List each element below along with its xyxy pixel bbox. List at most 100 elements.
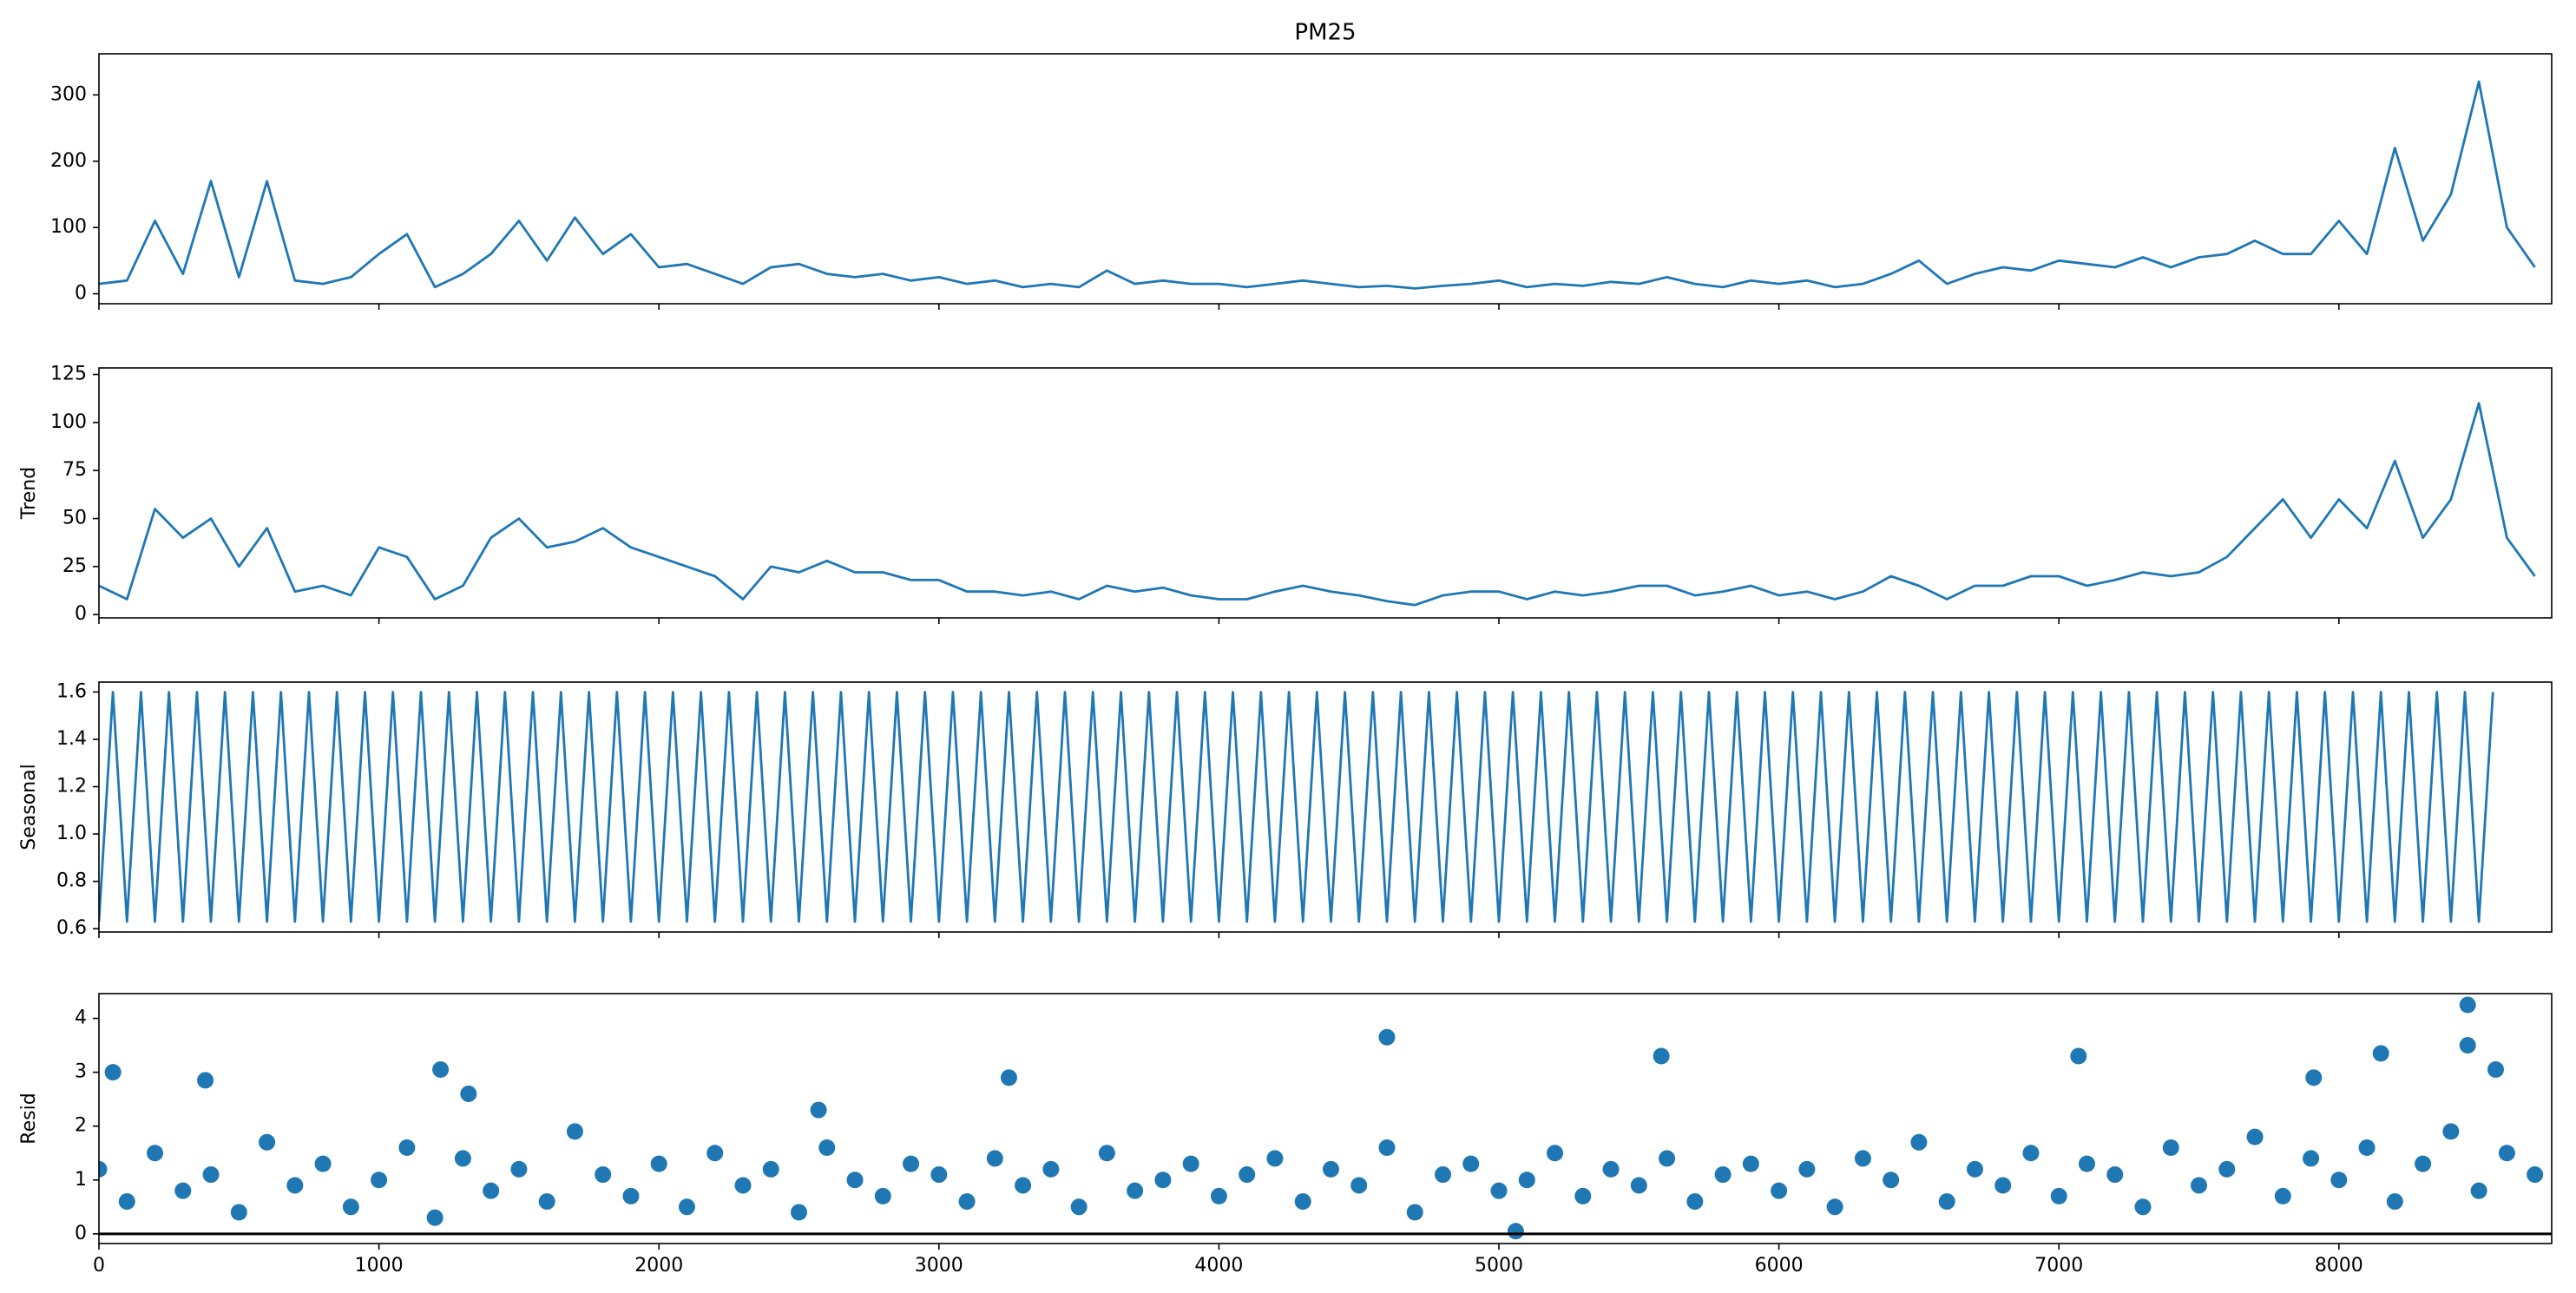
y-tick-label: 200 [50,150,87,172]
data-point [2358,1139,2376,1157]
data-line [99,402,2536,607]
data-point [314,1155,332,1172]
data-point [1294,1193,1311,1211]
data-line [99,691,2494,923]
subplot: Seasonal 0.6 0.8 1.0 1.2 1.4 1.6 [18,680,2553,939]
data-point [1686,1193,1704,1211]
chart-title: PM25 [1294,20,1356,46]
data-point [1070,1198,1088,1216]
data-point [1653,1047,1670,1065]
data-point [104,1064,122,1081]
y-tick-label: 50 [62,508,87,529]
data-point [2442,1123,2460,1140]
data-point [1322,1160,1339,1178]
data-point [1742,1155,1759,1172]
x-tick-label: 8000 [2315,1255,2363,1277]
plot-area [99,80,2536,290]
x-tick-label: 1000 [355,1255,404,1277]
plot-area [99,996,2544,1240]
y-tick-label: 300 [50,83,87,105]
data-point [930,1166,948,1184]
data-point [2459,996,2476,1014]
y-tick-label: 2 [75,1115,87,1137]
data-point [2274,1187,2291,1204]
y-tick-label: 75 [62,459,87,481]
data-point [1966,1160,1983,1178]
y-tick-label: 0 [75,1223,87,1244]
data-point [2415,1155,2432,1172]
data-point [2106,1166,2124,1184]
data-point [1630,1177,1647,1194]
data-point [1574,1187,1592,1204]
data-point [1771,1182,1788,1199]
y-tick-label: 100 [50,216,87,238]
y-axis-label: Seasonal [18,764,40,850]
data-point [958,1193,976,1211]
data-point [1994,1177,2012,1194]
data-point [1659,1150,1676,1167]
data-point [460,1085,477,1102]
data-point [1406,1204,1423,1221]
y-tick-label: 1.2 [56,776,87,797]
data-point [371,1172,388,1189]
data-point [202,1166,220,1184]
y-tick-label: 1.0 [56,823,87,844]
data-point [174,1182,192,1199]
data-point [595,1166,612,1184]
y-axis-label: Trend [18,467,40,520]
y-tick-label: 0 [75,283,87,305]
data-point [118,1193,135,1211]
data-point [197,1072,214,1089]
data-point [818,1139,836,1157]
y-tick-label: 4 [75,1007,87,1029]
data-point [986,1150,1003,1167]
data-point [1462,1155,1480,1172]
y-axis-label: Resid [18,1093,40,1144]
data-point [678,1198,695,1216]
data-point [1127,1182,1144,1199]
data-point [791,1204,808,1221]
data-point [2246,1128,2264,1145]
data-point [1507,1223,1524,1240]
data-point [426,1209,444,1226]
data-point [810,1101,827,1119]
data-point [2022,1145,2040,1162]
data-point [2078,1155,2095,1172]
data-point [1798,1160,1816,1178]
data-point [1378,1139,1396,1157]
data-point [1378,1028,1396,1046]
y-tick-label: 1.4 [56,728,87,750]
subplot: Resid 0 1 2 3 4 0 1000 2000 3000 4000 5000 6000 7000 8… [18,993,2553,1277]
data-point [1547,1145,1564,1162]
plot-area [99,402,2536,607]
data-point [706,1145,724,1162]
data-point [2372,1045,2389,1062]
data-point [2470,1182,2487,1199]
x-tick-label: 7000 [2034,1255,2083,1277]
x-tick-label: 6000 [1755,1255,1804,1277]
x-tick-label: 5000 [1475,1255,1523,1277]
data-point [846,1172,864,1189]
data-point [1098,1145,1115,1162]
axes-frame [98,53,2553,305]
data-point [1182,1155,1199,1172]
y-tick-label: 0.8 [56,870,87,892]
data-point [1000,1069,1017,1086]
x-tick-label: 3000 [915,1255,963,1277]
y-tick-label: 3 [75,1061,87,1083]
data-point [762,1160,779,1178]
data-point [99,1160,108,1178]
y-tick-label: 100 [50,411,87,433]
data-point [566,1123,583,1140]
x-tick-label: 0 [93,1255,105,1277]
axes-frame [98,681,2553,933]
y-tick-label: 1.6 [56,680,87,702]
x-tick-label: 2000 [634,1255,683,1277]
data-point [1518,1172,1535,1189]
data-point [2050,1187,2067,1204]
data-point [1602,1160,1620,1178]
data-point [2305,1069,2323,1086]
data-point [2303,1150,2320,1167]
